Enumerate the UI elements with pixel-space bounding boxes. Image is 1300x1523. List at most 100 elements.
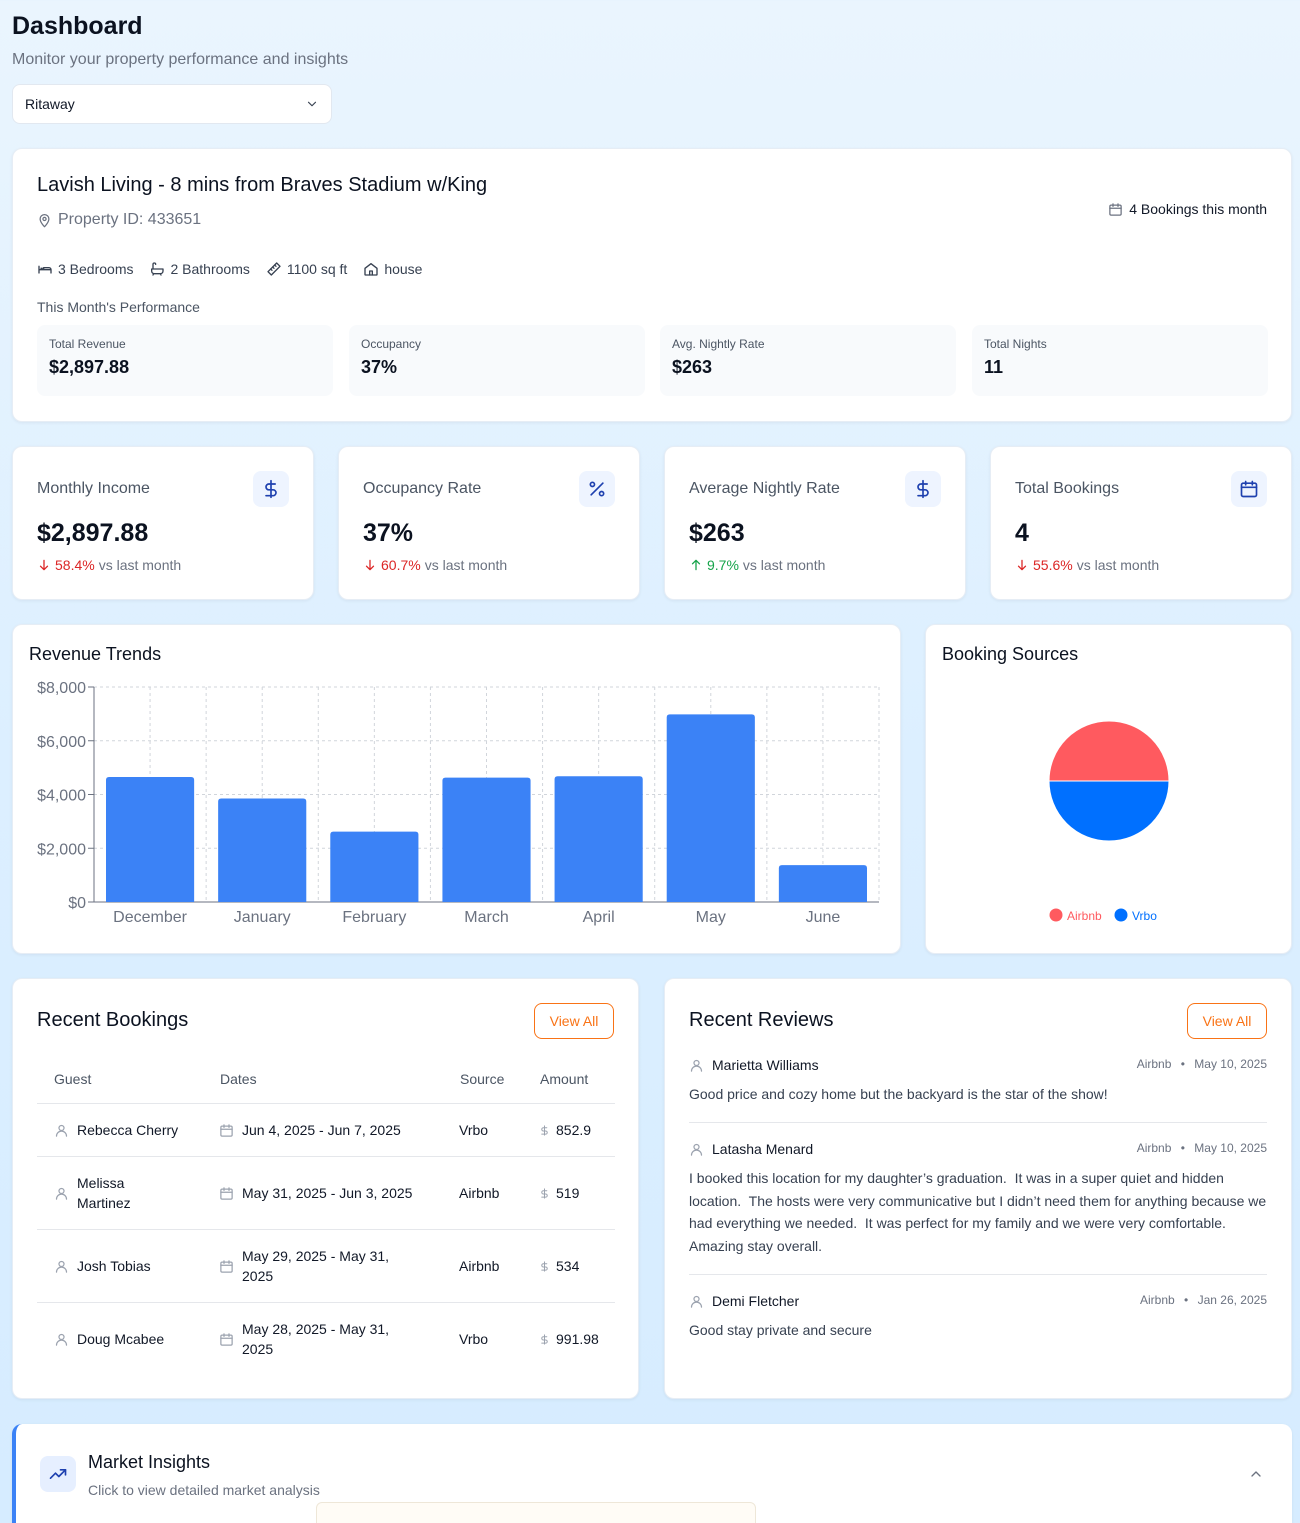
metric-value: 37% xyxy=(361,357,398,377)
bar xyxy=(554,776,643,902)
review-source: Airbnb xyxy=(1136,1141,1172,1155)
table-row[interactable]: Josh Tobias May 29, 2025 - May 31, 2025 … xyxy=(37,1229,615,1302)
column-amount: Amount xyxy=(540,1071,589,1087)
user-icon xyxy=(54,1186,69,1201)
metric-total-revenue: Total Revenue $2,897.88 xyxy=(37,325,333,396)
x-tick-label: March xyxy=(464,909,508,926)
stat-change: 58.4% vs last month xyxy=(37,557,181,573)
calendar-icon xyxy=(1231,471,1267,507)
metric-value: $263 xyxy=(672,357,713,377)
bath-icon xyxy=(149,261,165,277)
arrow-down-icon xyxy=(363,558,377,572)
chevron-up-icon[interactable] xyxy=(1248,1466,1264,1487)
legend-label: Airbnb xyxy=(1067,909,1102,923)
source-cell: Airbnb xyxy=(459,1185,500,1201)
recent-bookings-title: Recent Bookings xyxy=(37,1009,189,1031)
user-icon xyxy=(689,1058,704,1073)
property-name: Lavish Living - 8 mins from Braves Stadi… xyxy=(37,174,488,196)
revenue-bar-chart: $0 $2,000 $4,000 $6,000 $8,000 December Januar… xyxy=(37,680,880,926)
stat-card-average-nightly-rate: Average Nightly Rate $263 9.7% vs last m… xyxy=(664,446,966,600)
amount-cell: 991.98 xyxy=(539,1329,599,1349)
legend-swatch xyxy=(1114,908,1128,922)
arrow-up-icon xyxy=(689,558,703,572)
property-select-value: Ritaway xyxy=(25,96,75,112)
stat-change-suffix: vs last month xyxy=(98,557,182,573)
metric-total-nights: Total Nights 11 xyxy=(972,325,1268,396)
stat-change-suffix: vs last month xyxy=(742,557,826,573)
x-tick-label: January xyxy=(234,909,291,926)
dollar-icon xyxy=(539,1260,550,1272)
market-insights-title: Market Insights xyxy=(88,1452,211,1472)
dollar-icon xyxy=(905,471,941,507)
page-subtitle: Monitor your property performance and in… xyxy=(12,51,349,68)
property-id-text: Property ID: 433651 xyxy=(58,211,202,228)
bar xyxy=(778,865,867,902)
reviewer: Demi Fletcher xyxy=(689,1293,799,1309)
booking-sources-title: Booking Sources xyxy=(942,644,1079,664)
bed-icon xyxy=(37,261,53,277)
feature-size: 1100 sq ft xyxy=(266,261,347,277)
recent-reviews-card: Recent Reviews View All Marietta William… xyxy=(664,978,1292,1399)
y-tick-label: $6,000 xyxy=(37,734,86,751)
arrow-down-icon xyxy=(37,558,51,572)
pie-slice xyxy=(1048,720,1170,782)
review-source: Airbnb xyxy=(1140,1293,1175,1307)
metric-value: $2,897.88 xyxy=(49,357,130,377)
booking-amount: 852.9 xyxy=(556,1122,592,1138)
guest-name: Doug Mcabee xyxy=(77,1331,165,1347)
stat-label: Total Bookings xyxy=(1015,480,1120,497)
review-meta: Airbnb • May 10, 2025 xyxy=(1136,1057,1267,1071)
home-icon xyxy=(363,261,379,277)
booking-amount: 534 xyxy=(556,1258,580,1274)
property-features: 3 Bedrooms 2 Bathrooms 1100 sq ft house xyxy=(37,261,422,277)
stat-card-occupancy-rate: Occupancy Rate 37% 60.7% vs last month xyxy=(338,446,640,600)
calendar-icon xyxy=(219,1123,234,1138)
table-row[interactable]: Rebecca Cherry Jun 4, 2025 - Jun 7, 2025… xyxy=(37,1103,615,1156)
view-all-reviews-button[interactable]: View All xyxy=(1187,1003,1267,1039)
column-dates: Dates xyxy=(220,1071,257,1087)
metric-label: Total Nights xyxy=(984,337,1047,351)
stat-change: 9.7% vs last month xyxy=(689,557,825,573)
calendar-icon xyxy=(219,1332,234,1347)
booking-amount: 519 xyxy=(556,1185,580,1201)
dates-cell: Jun 4, 2025 - Jun 7, 2025 xyxy=(219,1120,439,1140)
review-date: May 10, 2025 xyxy=(1194,1057,1267,1071)
stat-change: 55.6% vs last month xyxy=(1015,557,1159,573)
stat-change-suffix: vs last month xyxy=(424,557,508,573)
reviewer: Marietta Williams xyxy=(689,1057,819,1073)
table-row[interactable]: Doug Mcabee May 28, 2025 - May 31, 2025 … xyxy=(37,1302,615,1375)
stat-change-suffix: vs last month xyxy=(1076,557,1160,573)
amount-cell: 852.9 xyxy=(539,1120,591,1140)
booking-dates: May 31, 2025 - Jun 3, 2025 xyxy=(242,1185,413,1201)
user-icon xyxy=(54,1332,69,1347)
review-item: Demi Fletcher Airbnb • Jan 26, 2025 Good… xyxy=(689,1291,1267,1351)
user-icon xyxy=(689,1142,704,1157)
metric-label: Avg. Nightly Rate xyxy=(672,337,765,351)
market-insights-panel[interactable]: Market Insights Click to view detailed m… xyxy=(12,1424,1292,1523)
performance-label: This Month's Performance xyxy=(37,299,200,315)
table-row[interactable]: Melissa Martinez May 31, 2025 - Jun 3, 2… xyxy=(37,1156,615,1229)
review-source: Airbnb xyxy=(1136,1057,1172,1071)
property-id: Property ID: 433651 xyxy=(37,211,201,229)
bedrooms-text: 3 Bedrooms xyxy=(58,261,134,277)
revenue-trends-title: Revenue Trends xyxy=(29,644,162,664)
review-text: I booked this location for my daughter’s… xyxy=(689,1170,1271,1254)
view-all-bookings-button[interactable]: View All xyxy=(534,1003,614,1039)
source-cell: Airbnb xyxy=(459,1258,500,1274)
metric-label: Occupancy xyxy=(361,337,422,351)
guest-cell: Doug Mcabee xyxy=(54,1329,164,1349)
amount-cell: 519 xyxy=(539,1183,579,1203)
stat-change: 60.7% vs last month xyxy=(363,557,507,573)
reviewer-name: Marietta Williams xyxy=(712,1057,819,1073)
ruler-icon xyxy=(266,261,282,277)
user-icon xyxy=(54,1259,69,1274)
y-tick-label: $4,000 xyxy=(37,788,86,805)
stat-value: 37% xyxy=(363,519,414,547)
bar xyxy=(330,831,419,902)
metric-occupancy: Occupancy 37% xyxy=(349,325,645,396)
x-tick-label: December xyxy=(113,909,187,926)
dates-cell: May 29, 2025 - May 31, 2025 xyxy=(219,1246,419,1286)
property-select[interactable]: Ritaway xyxy=(12,84,332,124)
tooltip-popover xyxy=(316,1502,756,1523)
map-pin-icon xyxy=(37,213,52,228)
